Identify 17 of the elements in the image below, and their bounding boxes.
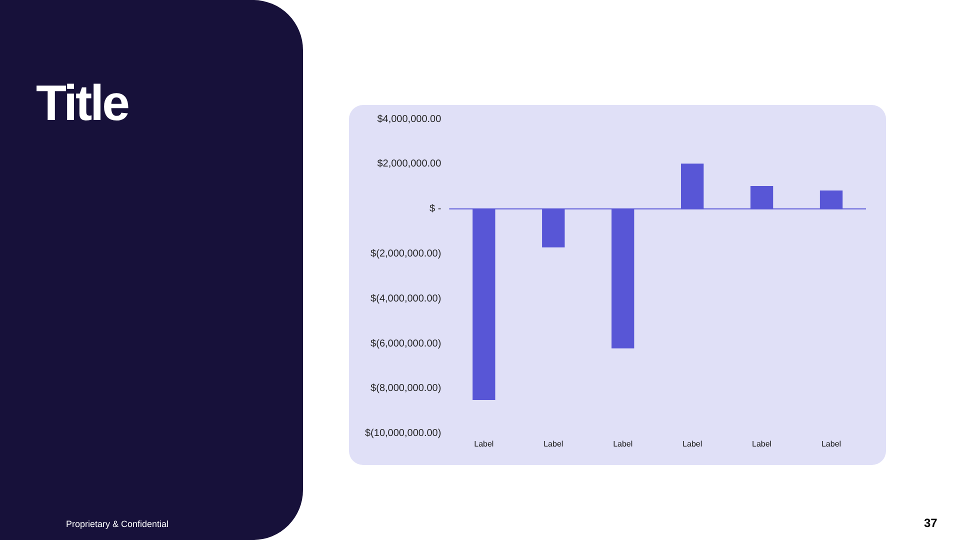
y-tick-label: $2,000,000.00	[377, 158, 442, 170]
y-tick-label: $4,000,000.00	[377, 114, 442, 125]
x-tick-label: Label	[752, 439, 772, 448]
x-tick-label: Label	[544, 439, 564, 448]
x-tick-label: Label	[474, 439, 494, 448]
y-tick-label: $(10,000,000.00)	[365, 428, 442, 440]
y-tick-label: $(2,000,000.00)	[370, 248, 442, 260]
text: 37	[924, 516, 938, 530]
y-tick-label: $ -	[430, 204, 442, 215]
y-tick-label: $(4,000,000.00)	[370, 293, 442, 304]
y-tick-label: $(8,000,000.00)	[370, 383, 442, 394]
x-tick-label: Label	[682, 439, 702, 448]
text: Proprietary & Confidential	[66, 519, 169, 529]
x-tick-label: Label	[821, 439, 842, 448]
y-tick-label: $(6,000,000.00)	[370, 338, 442, 350]
chart-title: Title	[36, 74, 128, 132]
x-tick-label: Label	[613, 439, 633, 448]
